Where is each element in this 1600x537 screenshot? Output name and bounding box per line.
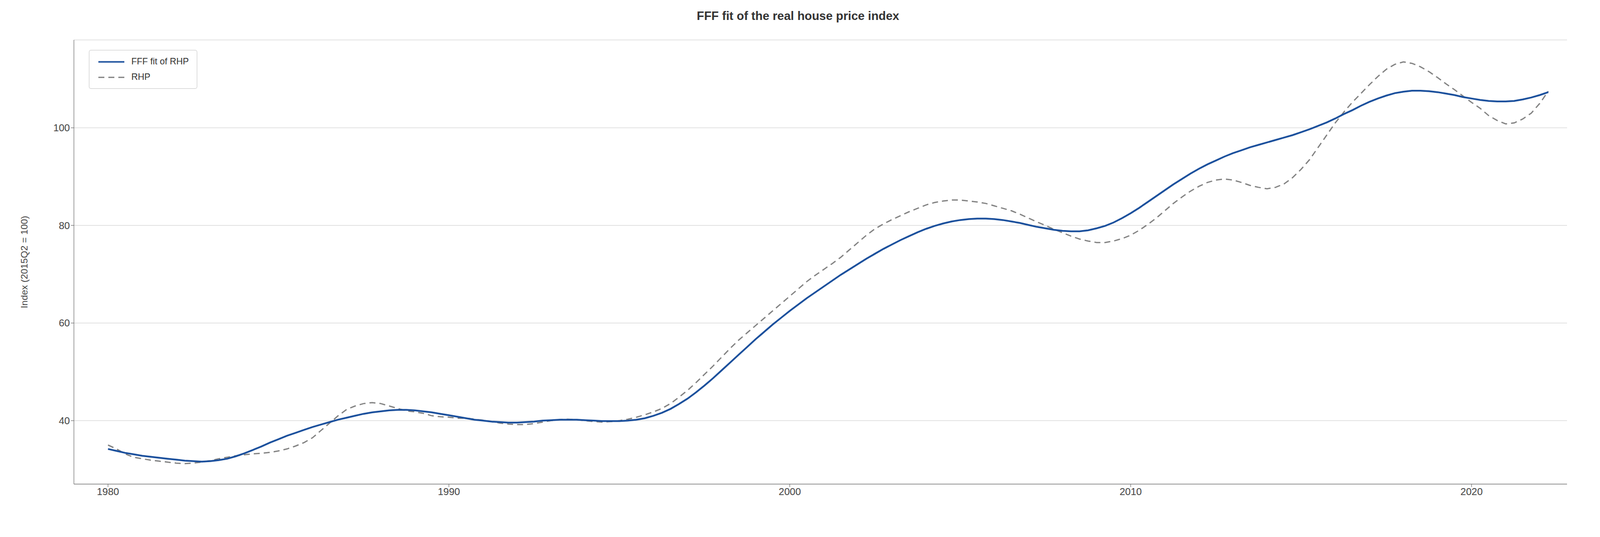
svg-text:2020: 2020: [1460, 486, 1484, 498]
svg-text:80: 80: [58, 220, 70, 232]
svg-text:100: 100: [53, 122, 70, 134]
svg-text:60: 60: [58, 317, 70, 329]
svg-text:1990: 1990: [437, 486, 461, 498]
svg-text:40: 40: [58, 415, 70, 427]
html-text:FFF fit of RHP: FFF fit of RHP: [131, 56, 189, 67]
html-text:FFF fit of the real house pric: FFF fit of the real house price index: [696, 8, 900, 23]
svg-text:1980: 1980: [96, 486, 120, 498]
html-text:RHP: RHP: [131, 71, 151, 82]
svg-text:2010: 2010: [1119, 486, 1143, 498]
svg-text:Index (2015Q2 = 100): Index (2015Q2 = 100): [18, 215, 30, 309]
svg-text:2000: 2000: [778, 486, 801, 498]
